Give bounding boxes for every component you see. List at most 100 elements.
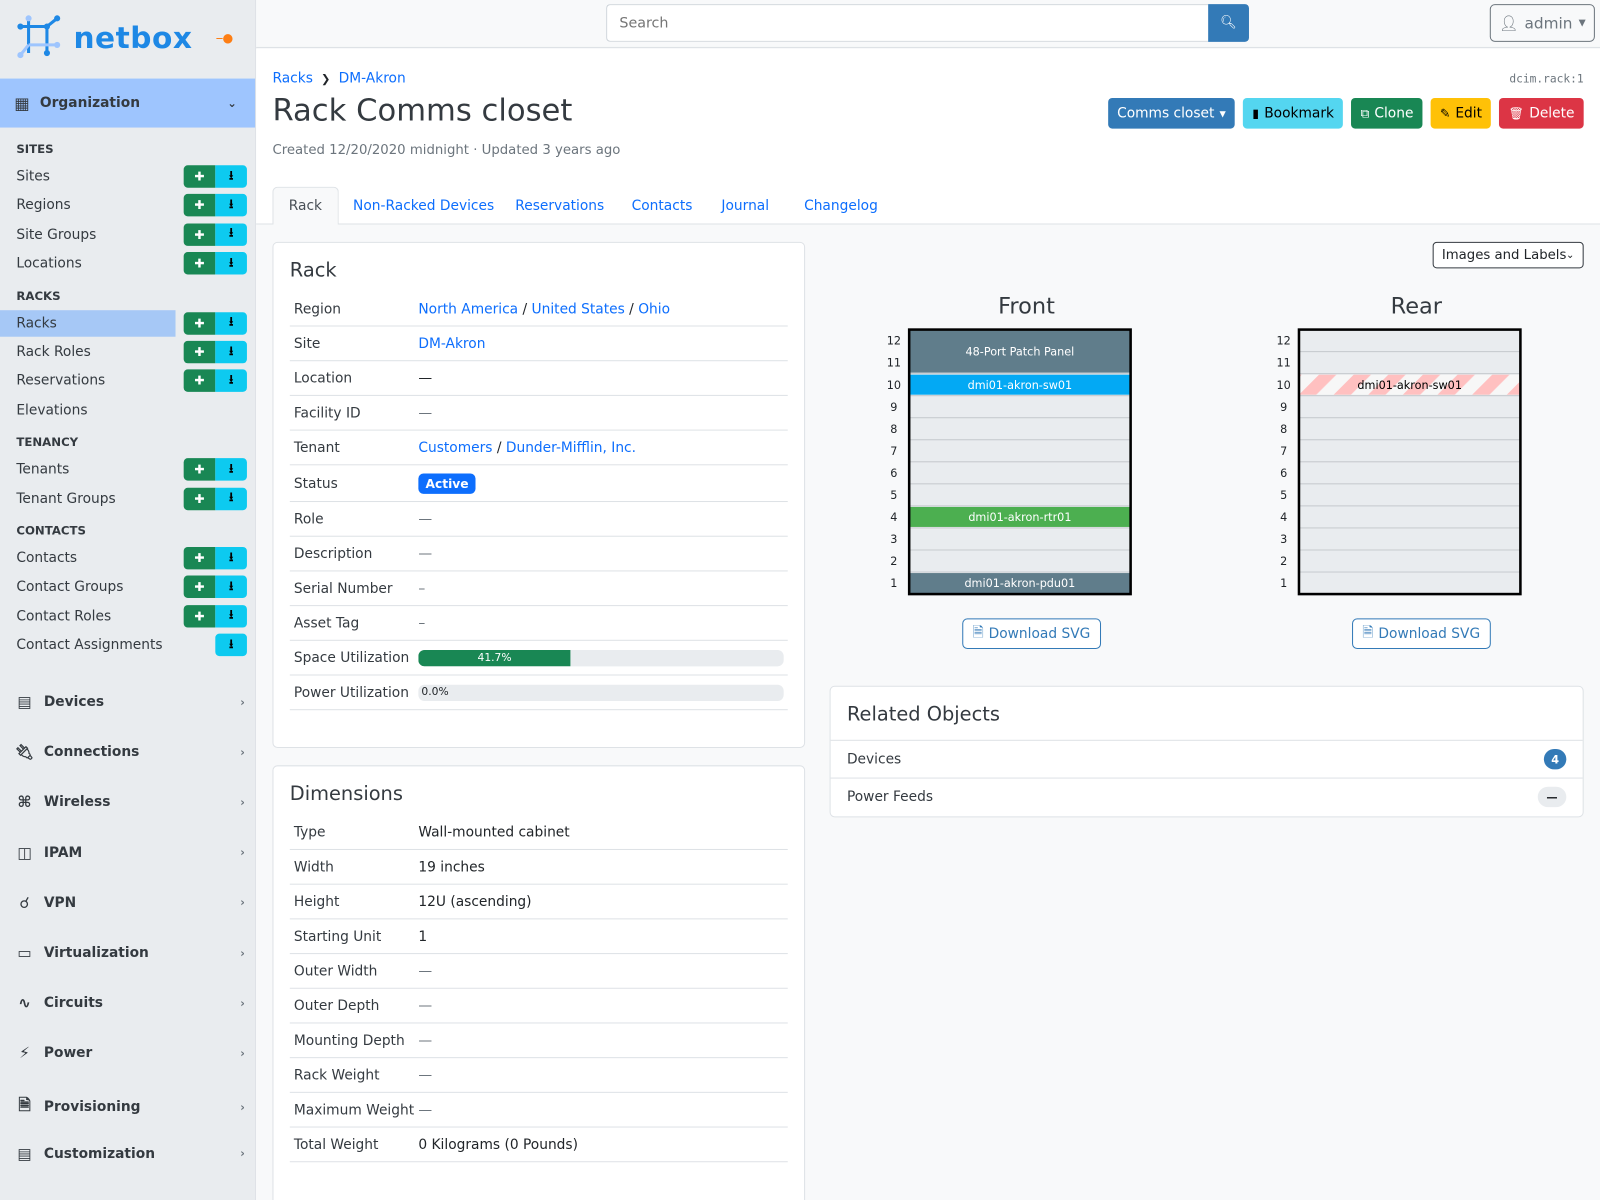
rack-unit-slot[interactable]	[1298, 417, 1521, 441]
delete-button[interactable]: 🗑︎ Delete	[1499, 97, 1584, 129]
sidebar-item-elevations[interactable]: Elevations	[16, 401, 88, 419]
import-button[interactable]: ⭳	[215, 369, 247, 393]
import-button[interactable]: ⭳	[215, 252, 247, 275]
add-button[interactable]: ✚	[183, 165, 216, 188]
rack-device[interactable]	[910, 330, 1130, 373]
sidebar-item-sites[interactable]: Sites	[16, 168, 50, 185]
bookmark-button[interactable]: ▮ Bookmark	[1243, 97, 1344, 129]
rack-unit-slot[interactable]	[908, 395, 1132, 419]
region-link[interactable]: North America	[418, 300, 519, 317]
clone-button[interactable]: ⧉ Clone	[1351, 97, 1423, 129]
sidebar-group-provisioning[interactable]: 🗎︎ Provisioning ›	[14, 1094, 245, 1120]
sidebar-item-contacts[interactable]: Contacts	[16, 549, 78, 567]
rack-unit-slot[interactable]	[1298, 329, 1521, 353]
tab-non-racked-devices[interactable]: Non-Racked Devices	[353, 197, 495, 214]
import-button[interactable]: ⭳	[215, 546, 247, 570]
import-button[interactable]: ⭳	[215, 633, 247, 657]
tab-contacts[interactable]: Contacts	[631, 197, 693, 214]
sidebar-group-circuits[interactable]: ∿ Circuits ›	[14, 994, 245, 1012]
sidebar-item-reservations[interactable]: Reservations	[16, 372, 106, 390]
search-button[interactable]: 🔍︎	[1208, 4, 1249, 42]
breadcrumb-racks[interactable]: Racks	[272, 70, 313, 87]
rack-unit-slot[interactable]	[908, 439, 1132, 463]
sidebar-group-power[interactable]: ⚡︎ Power ›	[14, 1044, 245, 1062]
import-button[interactable]: ⭳	[215, 311, 247, 335]
sidebar-group-virtualization[interactable]: ▭ Virtualization ›	[14, 944, 245, 962]
import-button[interactable]: ⭳	[215, 223, 247, 246]
sidebar-group-vpn[interactable]: ☌ VPN ›	[14, 894, 245, 912]
import-button[interactable]: ⭳	[215, 194, 247, 217]
import-button[interactable]: ⭳	[215, 340, 247, 364]
sidebar-item-locations[interactable]: Locations	[16, 255, 82, 272]
sidebar-item-contact-groups[interactable]: Contact Groups	[16, 578, 124, 596]
sidebar-group-ipam[interactable]: ◫ IPAM ›	[14, 843, 245, 861]
tab-reservations[interactable]: Reservations	[515, 197, 605, 214]
rack-unit-slot[interactable]	[1298, 461, 1521, 485]
add-button[interactable]: ✚	[183, 575, 216, 599]
netbox-logo[interactable]: netbox	[16, 14, 192, 61]
sidebar-item-rack-roles[interactable]: Rack Roles	[16, 343, 91, 361]
rack-device[interactable]	[910, 506, 1130, 527]
rack-unit-slot[interactable]	[1298, 395, 1521, 419]
download-front-svg-button[interactable]: 🗎︎ Download SVG	[962, 618, 1101, 649]
rack-device[interactable]	[910, 573, 1130, 594]
search-input[interactable]	[606, 4, 1209, 42]
rack-unit-slot[interactable]	[1298, 351, 1521, 375]
elevation-view-select[interactable]: Images and Labels ⌄	[1432, 241, 1584, 269]
tenant-link[interactable]: Dunder-Mifflin, Inc.	[505, 439, 637, 456]
rack-device[interactable]	[1299, 374, 1520, 395]
pin-icon[interactable]: ⎯●	[216, 30, 234, 45]
import-button[interactable]: ⭳	[215, 458, 247, 481]
import-button[interactable]: ⭳	[215, 604, 247, 628]
rack-unit-slot[interactable]	[908, 483, 1132, 507]
add-button[interactable]: ✚	[183, 194, 216, 217]
import-button[interactable]: ⭳	[215, 575, 247, 599]
tab-rack[interactable]: Rack	[272, 186, 339, 226]
import-button[interactable]: ⭳	[215, 165, 247, 188]
add-button[interactable]: ✚	[183, 340, 216, 364]
sidebar-group-customization[interactable]: ▤ Customization ›	[14, 1145, 245, 1163]
sidebar-group-organization[interactable]: ▦ Organization ⌄	[0, 78, 256, 128]
rack-unit-slot[interactable]	[1298, 483, 1521, 507]
sidebar-item-tenants[interactable]: Tenants	[16, 461, 70, 478]
import-button[interactable]: ⭳	[215, 487, 247, 510]
sidebar-item-regions[interactable]: Regions	[16, 197, 71, 214]
rack-unit-slot[interactable]	[908, 461, 1132, 485]
sidebar-item-site-groups[interactable]: Site Groups	[16, 226, 97, 243]
add-button[interactable]: ✚	[183, 546, 216, 570]
rack-unit-slot[interactable]	[1298, 549, 1521, 573]
rack-unit-slot[interactable]	[1298, 439, 1521, 463]
tab-changelog[interactable]: Changelog	[804, 197, 878, 214]
edit-button[interactable]: ✎ Edit	[1430, 97, 1492, 129]
site-link[interactable]: DM-Akron	[418, 335, 486, 352]
user-menu-button[interactable]: 👤︎ admin ▼	[1489, 4, 1595, 42]
add-button[interactable]: ✚	[183, 458, 216, 481]
sidebar-item-contact-assignments[interactable]: Contact Assignments	[16, 636, 163, 654]
rack-unit-slot[interactable]	[1298, 505, 1521, 529]
comms-closet-button[interactable]: Comms closet ▼	[1107, 97, 1235, 129]
download-rear-svg-button[interactable]: 🗎︎ Download SVG	[1352, 618, 1491, 649]
add-button[interactable]: ✚	[183, 604, 216, 628]
sidebar-item-racks[interactable]: Racks	[0, 309, 176, 337]
add-button[interactable]: ✚	[183, 311, 216, 335]
add-button[interactable]: ✚	[183, 252, 216, 275]
rack-unit-slot[interactable]	[908, 417, 1132, 441]
rack-unit-slot[interactable]	[1298, 527, 1521, 551]
add-button[interactable]: ✚	[183, 223, 216, 246]
rack-unit-slot[interactable]	[1298, 571, 1521, 595]
breadcrumb-site[interactable]: DM-Akron	[338, 70, 406, 87]
rack-device[interactable]	[910, 374, 1130, 395]
sidebar-item-contact-roles[interactable]: Contact Roles	[16, 607, 112, 625]
sidebar-group-wireless[interactable]: ⌘ Wireless ›	[14, 793, 245, 811]
sidebar-group-connections[interactable]: 🔌︎ Connections ›	[14, 743, 245, 762]
add-button[interactable]: ✚	[183, 369, 216, 393]
add-button[interactable]: ✚	[183, 487, 216, 510]
sidebar-item-tenant-groups[interactable]: Tenant Groups	[16, 490, 116, 507]
rack-unit-slot[interactable]	[908, 527, 1132, 551]
region-link[interactable]: Ohio	[638, 300, 671, 317]
related-power-feeds[interactable]: Power Feeds —	[830, 777, 1583, 816]
sidebar-group-devices[interactable]: ▤ Devices ›	[14, 693, 245, 711]
tab-journal[interactable]: Journal	[721, 197, 770, 214]
tenant-group-link[interactable]: Customers	[418, 439, 493, 456]
region-link[interactable]: United States	[531, 300, 625, 317]
